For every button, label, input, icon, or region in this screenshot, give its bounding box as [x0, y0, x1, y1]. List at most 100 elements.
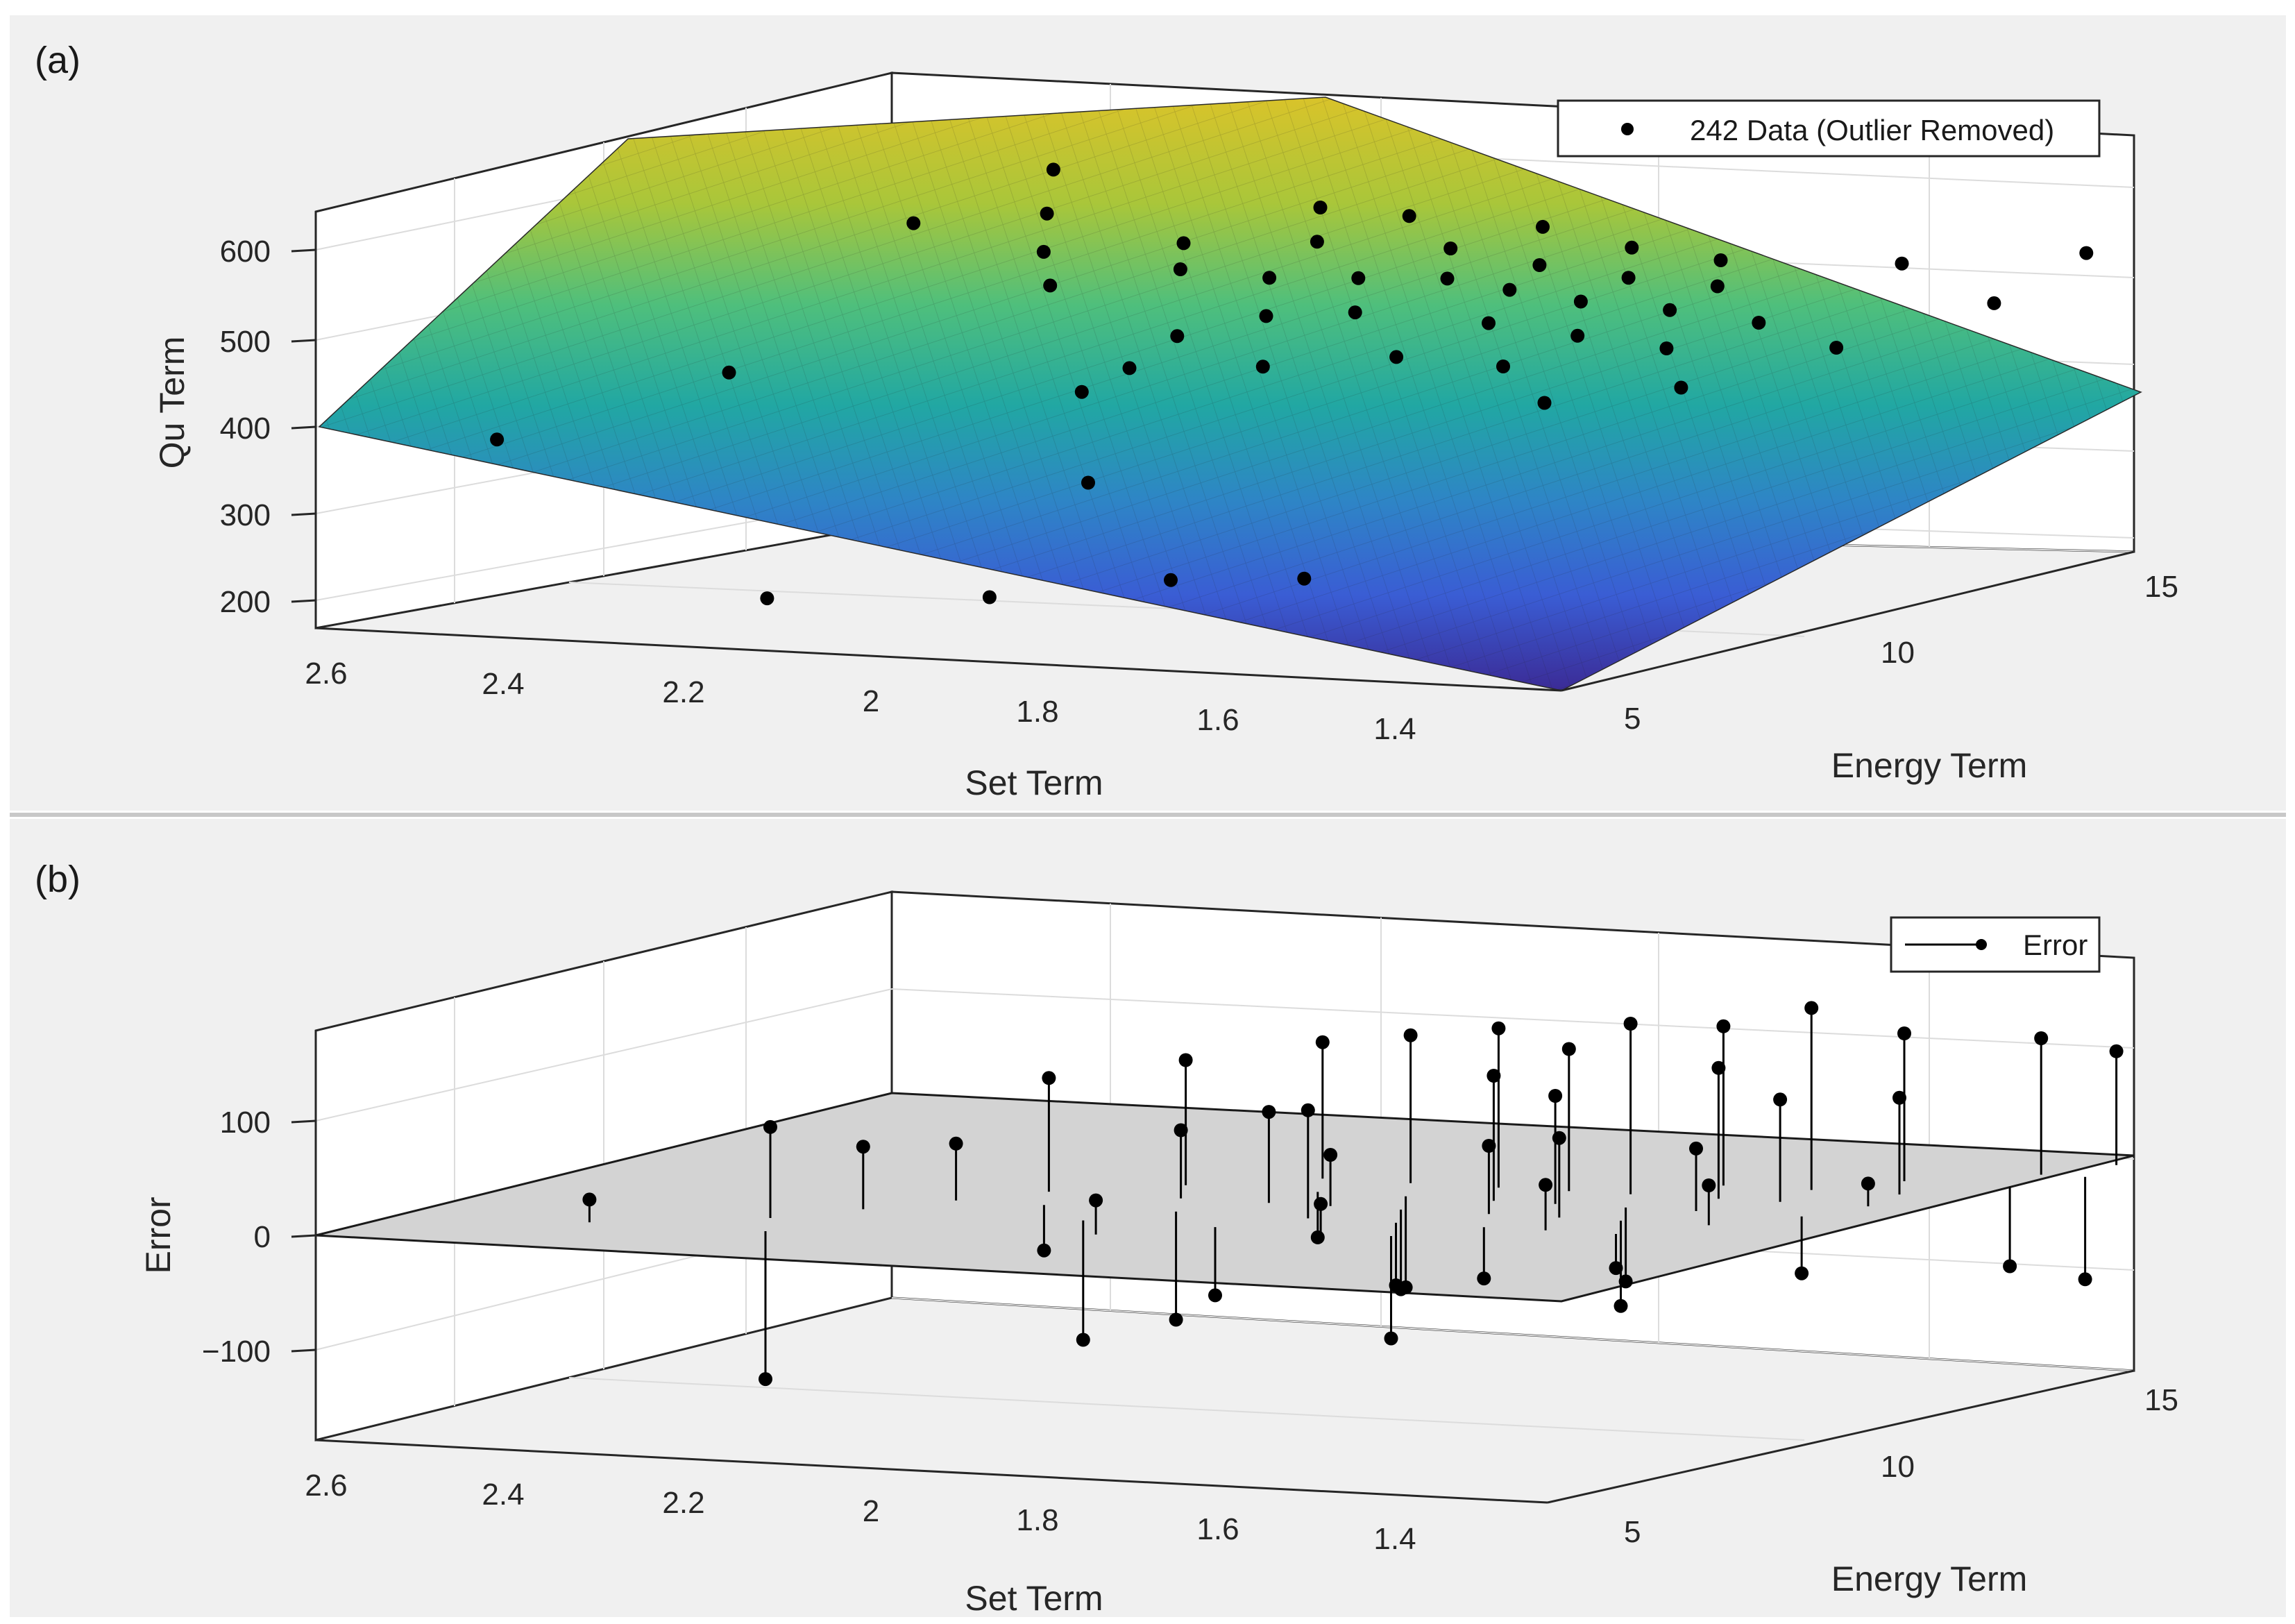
data-point — [1502, 282, 1517, 297]
error-marker — [1310, 1230, 1325, 1244]
error-marker — [1169, 1312, 1183, 1327]
panel-b-stem-plot: (b) 100 0 −100 — [35, 858, 2178, 1618]
error-marker — [1689, 1141, 1703, 1156]
error-marker — [1178, 1053, 1193, 1067]
error-marker — [1487, 1069, 1501, 1083]
panel-b-legend-marker — [1976, 939, 1987, 950]
error-marker — [1208, 1288, 1222, 1303]
panel-b-z-tick: 0 — [254, 1220, 271, 1254]
error-marker — [1403, 1028, 1418, 1042]
panel-b-x-label: Set Term — [965, 1579, 1103, 1618]
panel-b-y-ticks: 5 10 15 — [1624, 1383, 2178, 1549]
error-marker — [1897, 1026, 1911, 1040]
data-point — [1895, 256, 1909, 271]
data-point — [1537, 396, 1552, 410]
error-marker — [2034, 1031, 2049, 1045]
panel-a-y-ticks: 5 10 15 — [1624, 570, 2178, 736]
data-point — [1440, 271, 1455, 286]
error-marker — [949, 1136, 963, 1151]
panel-a-legend: 242 Data (Outlier Removed) — [1557, 99, 2101, 158]
panel-b-legend: Error — [1890, 916, 2101, 973]
data-point — [1173, 262, 1187, 276]
error-marker — [1795, 1266, 1809, 1280]
panel-b-x-tick: 2.2 — [662, 1486, 704, 1520]
panel-b-x-tick: 1.8 — [1016, 1503, 1058, 1537]
error-marker — [1314, 1196, 1328, 1211]
panel-b-stems — [582, 1001, 2124, 1387]
panel-a-z-ticks: 200 300 400 500 600 — [220, 235, 271, 619]
data-point — [982, 590, 997, 604]
panel-a-x-tick: 1.4 — [1373, 712, 1416, 746]
error-marker — [856, 1140, 870, 1154]
data-point — [1074, 384, 1089, 399]
data-point — [1482, 316, 1496, 330]
data-point — [1348, 305, 1362, 320]
data-point — [1176, 236, 1191, 251]
error-marker — [1618, 1274, 1633, 1289]
panel-a-legend-label: 242 Data (Outlier Removed) — [1690, 114, 2054, 146]
panel-a-y-label: Energy Term — [1831, 746, 2028, 785]
panel-a-y-tick: 5 — [1624, 702, 1641, 736]
panel-a-surface-plot: (a) 200 — [35, 40, 2178, 802]
error-marker — [2003, 1259, 2017, 1274]
panel-b-x-tick: 2.6 — [305, 1469, 347, 1503]
error-marker — [1702, 1178, 1716, 1192]
error-marker — [1037, 1243, 1051, 1258]
error-marker — [1323, 1148, 1338, 1162]
error-marker — [1623, 1017, 1638, 1031]
panel-a-z-tick: 600 — [220, 235, 271, 269]
panel-a-z-tick: 200 — [220, 585, 271, 619]
panel-b-x-tick: 2 — [863, 1494, 879, 1528]
panel-b-label: (b) — [35, 858, 81, 900]
data-point — [1164, 573, 1178, 587]
error-marker — [1561, 1042, 1576, 1056]
error-marker — [1042, 1071, 1056, 1085]
panel-a-x-tick: 1.6 — [1196, 703, 1239, 737]
data-point — [1351, 271, 1366, 285]
panel-a-data-points — [490, 162, 2094, 606]
panel-b-x-tick: 1.4 — [1373, 1522, 1416, 1556]
data-point — [1259, 309, 1273, 323]
panel-a-x-tick: 2.2 — [662, 675, 704, 709]
data-point — [1262, 271, 1277, 285]
error-marker — [1711, 1060, 1726, 1075]
panel-a-surface-mesh — [319, 97, 2141, 691]
data-point — [1402, 209, 1416, 223]
panel-a-z-tick: 500 — [220, 325, 271, 359]
data-point — [1659, 341, 1674, 355]
data-point — [906, 216, 921, 230]
data-point — [1036, 244, 1051, 259]
error-marker — [1552, 1131, 1566, 1145]
error-marker — [1174, 1123, 1188, 1137]
data-point — [1621, 271, 1636, 285]
panel-a-legend-box — [1557, 99, 2101, 158]
data-point — [722, 365, 736, 380]
data-point — [1496, 360, 1510, 373]
error-marker — [1548, 1089, 1563, 1103]
panel-b-z-ticks: 100 0 −100 — [202, 1106, 271, 1369]
error-marker — [582, 1192, 597, 1207]
panel-b-y-tick: 10 — [1881, 1450, 1915, 1484]
error-marker — [1614, 1299, 1628, 1313]
error-marker — [1477, 1271, 1491, 1286]
data-point — [2079, 246, 2094, 260]
data-point — [1573, 294, 1588, 309]
data-point — [1043, 278, 1058, 293]
data-point — [1987, 296, 2001, 310]
data-point — [1663, 303, 1677, 317]
data-point — [1122, 361, 1137, 375]
data-point — [760, 591, 774, 606]
error-marker — [1089, 1193, 1103, 1208]
error-marker — [1861, 1176, 1875, 1191]
error-marker — [1892, 1090, 1906, 1105]
error-marker — [1804, 1001, 1819, 1015]
data-point — [1389, 350, 1404, 364]
data-point — [1532, 258, 1547, 272]
data-point — [1170, 329, 1185, 344]
data-point — [1313, 201, 1328, 214]
panel-a-x-tick: 2.4 — [482, 667, 524, 701]
panel-a-x-ticks: 2.6 2.4 2.2 2 1.8 1.6 1.4 — [305, 657, 1416, 746]
error-marker — [1539, 1178, 1553, 1192]
data-point — [1081, 475, 1095, 490]
